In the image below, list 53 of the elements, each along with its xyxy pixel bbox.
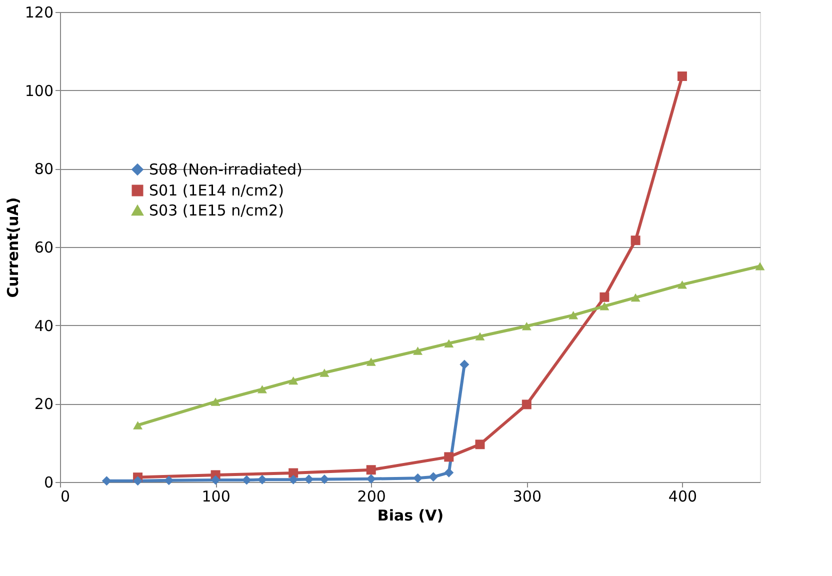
point bbox=[164, 476, 174, 486]
legend-label: S03 (1E15 n/cm2) bbox=[149, 202, 284, 220]
point bbox=[600, 302, 610, 310]
x-tick-label: 200 bbox=[357, 488, 386, 506]
point bbox=[677, 280, 687, 289]
x-tick-label: 0 bbox=[60, 488, 70, 506]
point bbox=[444, 452, 454, 462]
x-tick-label: 300 bbox=[512, 488, 542, 506]
point bbox=[257, 385, 267, 394]
point bbox=[304, 474, 314, 484]
y-tick-label: 120 bbox=[24, 4, 54, 22]
point bbox=[444, 339, 454, 348]
point bbox=[102, 476, 112, 486]
point bbox=[428, 472, 438, 482]
point bbox=[475, 332, 485, 340]
point bbox=[288, 474, 298, 484]
legend-label: S01 (1E14 n/cm2) bbox=[149, 182, 284, 200]
point bbox=[366, 358, 376, 366]
x-tick-label: 400 bbox=[668, 488, 698, 506]
point bbox=[413, 346, 423, 355]
point bbox=[366, 474, 376, 484]
legend-label: S08 (Non-irradiated) bbox=[149, 160, 302, 178]
point bbox=[413, 473, 423, 483]
y-axis-title: Current(uA) bbox=[4, 197, 22, 298]
point bbox=[522, 322, 532, 330]
point bbox=[288, 376, 298, 385]
point bbox=[630, 293, 640, 302]
point bbox=[320, 368, 330, 377]
point bbox=[366, 465, 376, 475]
point bbox=[460, 360, 470, 370]
y-tick-label: 80 bbox=[34, 160, 54, 178]
x-axis-title: Bias (V) bbox=[377, 506, 444, 524]
y-tick-label: 60 bbox=[34, 238, 54, 256]
point bbox=[210, 398, 220, 406]
point bbox=[600, 292, 610, 302]
point bbox=[320, 474, 330, 484]
point bbox=[288, 468, 298, 478]
point bbox=[630, 236, 640, 246]
point bbox=[257, 474, 267, 484]
y-tick-label: 20 bbox=[34, 395, 54, 414]
y-tick-label: 40 bbox=[34, 316, 54, 335]
point bbox=[475, 440, 485, 450]
point bbox=[210, 475, 220, 485]
y-tick-label: 100 bbox=[24, 82, 54, 100]
point bbox=[133, 421, 143, 430]
point bbox=[677, 71, 687, 81]
y-tick-label: 0 bbox=[44, 474, 54, 492]
point bbox=[568, 311, 578, 320]
point bbox=[522, 400, 532, 410]
point bbox=[133, 476, 143, 486]
point bbox=[444, 468, 454, 478]
x-tick-label: 100 bbox=[202, 488, 230, 506]
point bbox=[755, 262, 765, 270]
